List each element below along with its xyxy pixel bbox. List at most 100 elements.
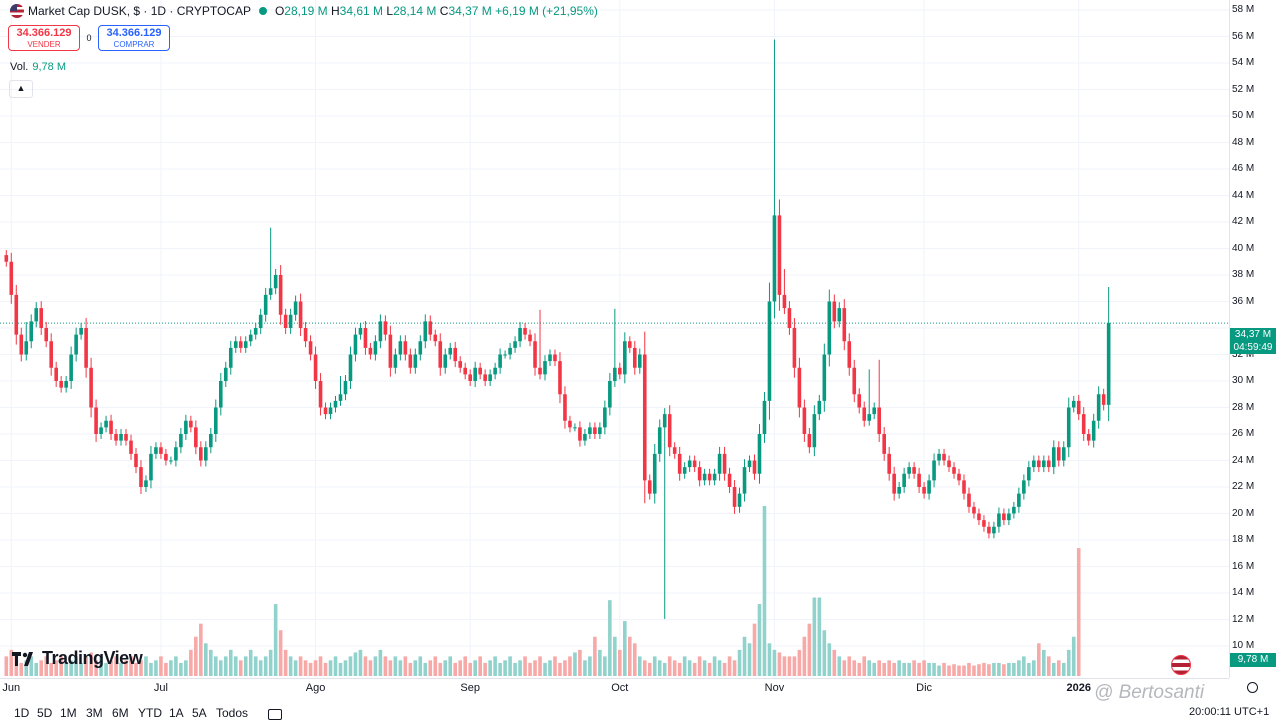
range-button-1m[interactable]: 1M (60, 706, 77, 720)
volume-bar (268, 649, 273, 676)
candlestick-chart[interactable] (0, 0, 1229, 678)
candle-body (443, 354, 448, 368)
candle-body (558, 361, 562, 395)
candle-body (1037, 460, 1041, 468)
candle-body (523, 328, 527, 335)
volume-bar (458, 660, 463, 676)
range-button-1d[interactable]: 1D (14, 706, 30, 720)
price-axis[interactable] (1229, 0, 1280, 678)
volume-bar (872, 662, 877, 676)
volume-bar (24, 660, 29, 676)
volume-bar (927, 662, 931, 676)
time-axis[interactable] (0, 678, 1229, 699)
candle-body (1022, 480, 1026, 494)
candle-body (154, 447, 158, 454)
candle-body (737, 493, 742, 507)
range-button-1a[interactable]: 1A (169, 706, 184, 720)
candle-body (398, 341, 403, 355)
range-button-3m[interactable]: 3M (86, 706, 103, 720)
volume-bar (154, 660, 158, 676)
chart-area[interactable] (0, 0, 1229, 678)
candle-body (418, 341, 423, 355)
collapse-legend-button[interactable]: ▲ (9, 80, 33, 98)
candle-body (243, 341, 248, 348)
candle-body (628, 341, 632, 348)
volume-bar (89, 652, 93, 676)
candle-body (872, 407, 877, 415)
volume-bar (892, 662, 896, 676)
candle-body (149, 453, 153, 481)
candle-body (89, 367, 93, 408)
price-axis-label: 26 M (1232, 428, 1255, 439)
sell-button[interactable]: 34.366.129 VENDER (8, 25, 80, 51)
volume-bar (383, 656, 388, 676)
candle-body (258, 314, 263, 328)
volume-bar (932, 662, 936, 676)
volume-bar (952, 664, 956, 676)
volume-bar (373, 656, 378, 676)
range-button-ytd[interactable]: YTD (138, 706, 162, 720)
volume-bar (1037, 643, 1041, 676)
volume-bar (199, 623, 203, 676)
candle-body (438, 341, 443, 368)
symbol-title[interactable]: Market Cap DUSK, $ · 1D · CRYPTOCAP (28, 4, 251, 18)
candle-body (273, 275, 278, 289)
us-flag-marker-icon[interactable] (1171, 655, 1191, 675)
volume-bar (827, 643, 832, 676)
volume-bar (503, 660, 507, 676)
candle-body (757, 434, 762, 474)
range-button-5d[interactable]: 5D (37, 706, 53, 720)
volume-bar (762, 506, 767, 676)
candle-body (74, 334, 78, 355)
candle-body (538, 367, 542, 375)
volume-bar (358, 649, 363, 676)
candle-body (812, 414, 817, 448)
time-axis-label: Jun (2, 682, 21, 694)
gear-icon[interactable] (1247, 682, 1258, 693)
volume-bar (528, 662, 532, 676)
volume-bar (478, 656, 482, 676)
candle-body (907, 467, 911, 474)
volume-bar (972, 665, 976, 676)
volume-bar (134, 662, 138, 676)
volume-bar (697, 656, 702, 676)
range-button-6m[interactable]: 6M (112, 706, 129, 720)
time-axis-label: Dic (916, 682, 933, 694)
candle-body (34, 308, 39, 322)
volume-bar (19, 662, 24, 676)
price-axis-label: 14 M (1232, 587, 1255, 598)
candle-body (363, 328, 368, 348)
candle-body (672, 447, 677, 454)
candle-body (408, 354, 413, 368)
volume-bar (263, 656, 268, 676)
buy-button[interactable]: 34.366.129 COMPRAR (98, 25, 170, 51)
volume-bar (164, 662, 168, 676)
candle-body (677, 453, 682, 474)
volume-bar (64, 662, 68, 676)
candle-body (762, 400, 767, 434)
volume-bar (14, 656, 19, 676)
tradingview-logo[interactable]: TradingView (12, 648, 143, 669)
volume-bar (248, 649, 253, 676)
volume-bar (428, 660, 433, 676)
price-axis-label: 52 M (1232, 83, 1255, 95)
volume-bar (957, 665, 961, 676)
volume-bar (109, 660, 113, 676)
range-button-todos[interactable]: Todos (216, 706, 249, 720)
candle-body (308, 341, 313, 355)
candle-body (1091, 420, 1096, 441)
volume-bar (548, 660, 552, 676)
range-button-5a[interactable]: 5A (192, 706, 207, 720)
candle-body (942, 453, 946, 461)
candle-body (129, 440, 133, 454)
clock[interactable]: 20:00:11 UTC+1 (1189, 706, 1270, 718)
time-axis-label: Sep (460, 682, 480, 694)
candle-body (39, 308, 44, 328)
time-axis-label: 2026 (1066, 682, 1091, 694)
candle-body (508, 347, 512, 355)
calendar-icon[interactable] (268, 709, 282, 720)
volume-bar (628, 636, 632, 676)
volume-legend[interactable]: Vol. 9,78 M (10, 61, 66, 73)
candle-body (702, 473, 707, 481)
candle-body (548, 354, 552, 362)
